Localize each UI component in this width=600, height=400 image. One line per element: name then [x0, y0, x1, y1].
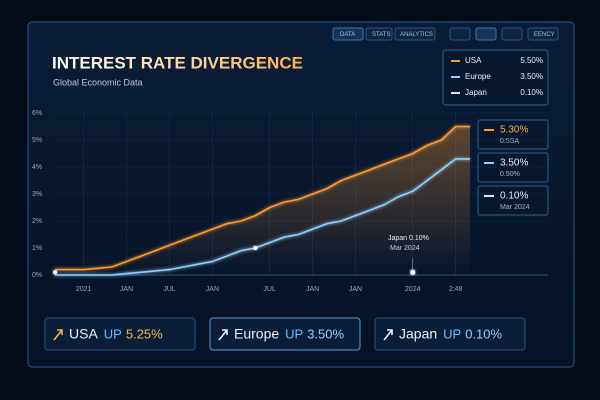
card-value: 0.10%: [465, 326, 502, 341]
legend-label: USA: [465, 56, 482, 65]
card-arrow: [53, 329, 63, 341]
y-tick-label: 5%: [32, 137, 42, 144]
y-tick-label: 0%: [32, 272, 42, 279]
card-arrow: [383, 329, 393, 341]
side-value: 3.50%: [500, 158, 528, 169]
x-tick-label: 2024: [405, 286, 421, 293]
card-direction: UP: [285, 326, 303, 341]
icon-button[interactable]: [449, 27, 471, 41]
tab[interactable]: ANALYTICS: [400, 32, 433, 38]
card-name: USA: [69, 326, 98, 342]
side-note: 0.50%: [500, 171, 520, 178]
chart-title: INTEREST RATE DIVERGENCE: [52, 53, 303, 72]
card-direction: UP: [443, 326, 461, 341]
card: [209, 317, 361, 351]
legend: USA 5.50% Europe 3.50% Japan 0.10%: [451, 56, 543, 97]
card-value: 3.50%: [307, 326, 344, 341]
annotation-title: Japan 0.10%: [388, 235, 429, 242]
x-tick-label: JAN: [349, 286, 362, 293]
x-tick-label: JAN: [206, 286, 219, 293]
series-line: [55, 125, 470, 271]
y-tick-label: 1%: [32, 245, 42, 252]
area: [55, 126, 470, 275]
tab-box[interactable]: [394, 27, 436, 41]
y-tick-label: 3%: [32, 191, 42, 198]
side-box: [477, 152, 549, 183]
card-name: Europe: [234, 326, 279, 342]
card-direction: UP: [104, 326, 122, 341]
button-box[interactable]: [527, 27, 559, 41]
legend-box: [442, 49, 549, 106]
side-box: [477, 119, 549, 150]
legend-label: Japan: [465, 88, 487, 97]
x-tick-label: 2:48: [449, 286, 463, 293]
x-tick-label: JUL: [163, 286, 176, 293]
legend-label: Europe: [465, 72, 491, 81]
tab[interactable]: DATA: [340, 32, 355, 38]
toolbar: DATA STATS ANALYTICS EENCY: [332, 27, 559, 41]
y-tick-label: 6%: [32, 110, 42, 117]
x-tick-label: JAN: [306, 286, 319, 293]
button[interactable]: EENCY: [534, 32, 555, 38]
tab-box[interactable]: [365, 27, 393, 41]
point: [53, 270, 57, 275]
icon-button[interactable]: [475, 27, 497, 41]
plot: 0% 1% 2% 3% 4% 5% 6% 2021 JAN JUL JAN JUL JAN JAN 2024…: [32, 110, 548, 293]
point: [253, 246, 258, 250]
x-tick-label: 2021: [76, 286, 92, 293]
tab[interactable]: STATS: [372, 32, 390, 38]
chart-subtitle: Global Economic Data: [53, 77, 143, 87]
y-tick-label: 4%: [32, 164, 42, 171]
card-name: Japan: [399, 326, 437, 342]
side-value: 5.30%: [500, 125, 528, 136]
main-panel: [27, 21, 575, 368]
card: [44, 317, 196, 351]
icon-button[interactable]: [501, 27, 523, 41]
legend-value: 0.10%: [520, 88, 543, 97]
side-box: [477, 185, 549, 216]
tab-box[interactable]: [332, 27, 364, 41]
side-note: Mar 2024: [500, 204, 530, 211]
side-note: 0.5SA: [500, 138, 519, 145]
point: [410, 269, 416, 275]
x-tick-label: JUL: [263, 286, 276, 293]
annotation-date: Mar 2024: [390, 245, 420, 252]
card-arrow: [218, 329, 228, 341]
legend-value: 3.50%: [520, 72, 543, 81]
card-value: 5.25%: [126, 326, 163, 341]
side-value: 0.10%: [500, 191, 528, 202]
side-panel: 5.30% 0.5SA 3.50% 0.50% 0.10% Mar 2024: [477, 119, 549, 216]
card: [374, 317, 526, 351]
cards: USA UP 5.25% Europe UP 3.50% Japan UP 0.10%: [44, 317, 526, 351]
legend-value: 5.50%: [520, 56, 543, 65]
series-line: [55, 158, 470, 276]
x-tick-label: JAN: [120, 286, 133, 293]
y-tick-label: 2%: [32, 218, 42, 225]
